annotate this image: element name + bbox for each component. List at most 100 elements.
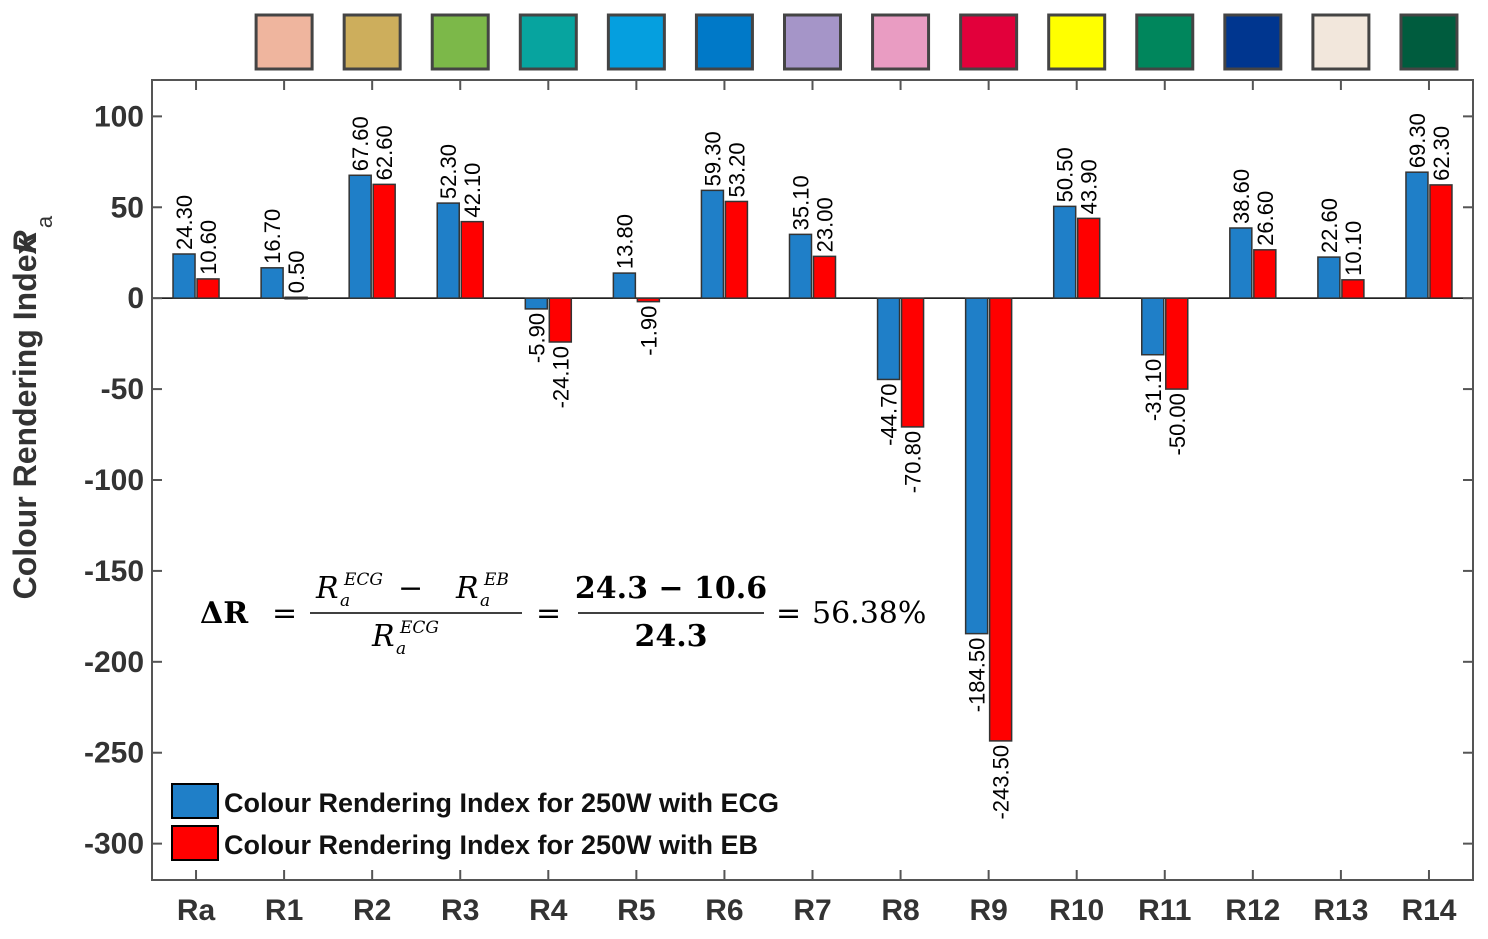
x-category-R5: R5 — [617, 894, 655, 927]
legend-label-ecg: Colour Rendering Index for 250W with ECG — [224, 788, 779, 818]
data-label-ecg-R12: 38.60 — [1229, 169, 1254, 224]
bar-eb-R13 — [1341, 279, 1365, 299]
data-label-ecg-R14: 69.30 — [1405, 113, 1430, 168]
y-tick-label: 0 — [127, 282, 144, 315]
bar-ecg-Ra — [172, 253, 196, 299]
bar-ecg-R8 — [876, 297, 901, 381]
bar-eb-R11 — [1165, 297, 1189, 390]
formula-num-minus: − — [398, 571, 423, 606]
y-tick-label: 100 — [94, 100, 144, 133]
x-category-R1: R1 — [265, 894, 303, 927]
bar-eb-R7 — [812, 255, 837, 299]
data-label-ecg-R2: 67.60 — [348, 116, 373, 171]
colour-swatch-14 — [1399, 13, 1459, 71]
formula-num-r2: R — [455, 571, 479, 606]
y-axis-label-symbol: R — [7, 230, 43, 253]
y-tick-label: -300 — [84, 828, 144, 861]
bar-eb-R1 — [284, 296, 308, 300]
colour-swatch-4 — [518, 13, 578, 71]
x-category-R6: R6 — [705, 894, 743, 927]
formula-den-expr: 24.3 — [634, 619, 707, 654]
data-label-eb-R6: 53.20 — [724, 142, 749, 197]
formula-equals-3: = — [776, 596, 801, 631]
y-axis-ticks: 100 50 0 -50 -100 -150 -200 -250 -300 — [84, 100, 1473, 861]
bar-ecg-R11 — [1141, 297, 1165, 356]
colour-swatch-11 — [1135, 13, 1195, 71]
data-label-ecg-R13: 22.60 — [1317, 198, 1342, 253]
data-label-eb-R12: 26.60 — [1253, 191, 1278, 246]
bar-ecg-R12 — [1229, 227, 1253, 299]
data-label-ecg-R7: 35.10 — [789, 175, 814, 230]
data-label-eb-R4: -24.10 — [548, 346, 573, 408]
data-label-ecg-R8: -44.70 — [877, 383, 902, 445]
x-category-R10: R10 — [1049, 894, 1104, 927]
x-category-R3: R3 — [441, 894, 479, 927]
bar-eb-R4 — [548, 297, 573, 343]
x-category-R4: R4 — [529, 894, 568, 927]
data-label-eb-R13: 10.10 — [1341, 221, 1366, 276]
formula-equals-2: = — [536, 596, 561, 631]
legend-swatch-eb — [171, 825, 219, 861]
x-category-R9: R9 — [969, 894, 1007, 927]
formula-lhs: ΔR — [200, 596, 249, 631]
data-labels: 24.30 10.60 16.700.50 67.60 62.60 52.30 42.10 -… — [172, 113, 1454, 819]
x-category-R11: R11 — [1138, 894, 1191, 927]
colour-swatch-13 — [1311, 13, 1371, 71]
data-label-eb-R7: 23.00 — [813, 197, 838, 252]
formula-den-r-sub: a — [396, 639, 406, 659]
x-category-R2: R2 — [353, 894, 391, 927]
formula-result: 56.38% — [812, 596, 926, 631]
data-label-eb-Ra: 10.60 — [196, 220, 221, 275]
colour-swatch-6 — [694, 13, 754, 71]
data-label-eb-R8: -70.80 — [901, 431, 926, 493]
x-category-R8: R8 — [881, 894, 919, 927]
bar-ecg-R5 — [612, 272, 637, 299]
bar-eb-R12 — [1253, 249, 1277, 299]
data-label-eb-R2: 62.60 — [372, 125, 397, 180]
bar-ecg-R3 — [436, 202, 460, 299]
bar-ecg-R1 — [260, 267, 284, 299]
data-label-eb-R5: -1.90 — [636, 306, 661, 356]
x-axis-categories: Ra R1 R2 R3 R4 R5 R6 R7 R8 R9 R10 R11 R12 R13 R14 — [177, 80, 1457, 927]
colour-swatch-8 — [871, 13, 931, 71]
formula-den-r-sup: ECG — [399, 618, 439, 638]
y-tick-label: -150 — [84, 555, 144, 588]
bar-ecg-R13 — [1317, 256, 1341, 299]
bar-eb-R5 — [636, 297, 661, 303]
bar-eb-R9 — [988, 297, 1013, 742]
y-axis-label-subscript: a — [32, 215, 57, 228]
data-label-ecg-R10: 50.50 — [1053, 147, 1078, 202]
x-category-R13: R13 — [1313, 894, 1368, 927]
data-label-eb-R11: -50.00 — [1165, 393, 1190, 455]
formula-den-r: R — [371, 619, 395, 654]
bar-ecg-R4 — [524, 297, 549, 310]
colour-swatch-9 — [959, 13, 1019, 71]
bar-eb-Ra — [196, 278, 220, 299]
data-label-ecg-R3: 52.30 — [436, 144, 461, 199]
formula-num-r1-sub: a — [340, 591, 350, 611]
data-label-eb-R9: -243.50 — [989, 745, 1014, 820]
delta-r-formula: ΔR = R a ECG − R a EB R a ECG = 24.3 − 1… — [200, 570, 926, 659]
data-label-ecg-R6: 59.30 — [700, 131, 725, 186]
data-label-eb-R3: 42.10 — [460, 163, 485, 218]
bar-eb-R2 — [372, 183, 396, 299]
y-tick-label: 50 — [111, 191, 144, 224]
bar-ecg-R10 — [1052, 205, 1077, 299]
legend: Colour Rendering Index for 250W with ECG… — [171, 783, 779, 861]
data-label-ecg-R9: -184.50 — [965, 638, 990, 713]
data-label-ecg-R5: 13.80 — [612, 214, 637, 269]
colour-swatch-2 — [342, 13, 402, 71]
data-label-ecg-R11: -31.10 — [1141, 359, 1166, 421]
bar-eb-R6 — [724, 200, 749, 299]
colour-swatch-10 — [1047, 13, 1107, 71]
legend-label-eb: Colour Rendering Index for 250W with EB — [224, 830, 758, 860]
y-axis-label: Colour Rendering Index — [7, 236, 43, 599]
x-category-Ra: Ra — [177, 894, 216, 927]
colour-swatch-5 — [606, 13, 666, 71]
x-category-R7: R7 — [793, 894, 831, 927]
formula-num-expr: 24.3 − 10.6 — [575, 571, 767, 606]
x-category-R12: R12 — [1225, 894, 1280, 927]
y-axis-label-text: Colour Rendering Index — [7, 236, 43, 599]
bar-ecg-R14 — [1405, 171, 1429, 299]
